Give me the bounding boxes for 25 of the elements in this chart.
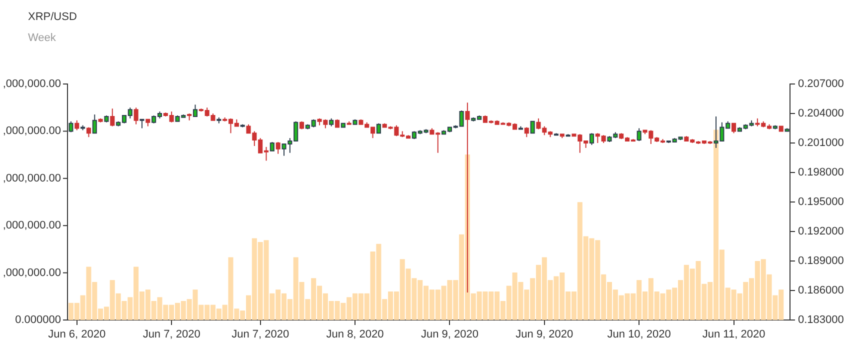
y2-tick-label: 0.186000	[798, 284, 844, 297]
y2-tick-label: 0.204000	[798, 108, 844, 120]
y2-tick-label: 0.207000	[798, 78, 844, 90]
chart-subtitle: Week	[28, 32, 56, 44]
text: ,000,000.00	[2, 172, 61, 184]
x-tick-label: Jun 10, 2020	[607, 328, 671, 341]
x-tick-label: Jun 9, 2020	[420, 328, 478, 341]
y2-tick-label: 0.195000	[798, 196, 844, 208]
text: ,000,000.00	[2, 266, 61, 279]
x-tick-label: Jun 6, 2020	[48, 328, 106, 341]
y2-tick-label: 0.183000	[798, 314, 844, 326]
x-tick-label: Jun 9, 2020	[516, 328, 574, 341]
x-tick-label: Jun 11, 2020	[702, 328, 766, 341]
text: ,000,000.00	[2, 125, 61, 138]
y2-tick-label: 0.198000	[798, 166, 844, 179]
x-tick-label: Jun 7, 2020	[232, 328, 290, 341]
x-tick-label: Jun 7, 2020	[142, 328, 200, 341]
y2-tick-label: 0.192000	[798, 226, 844, 238]
chart-title: XRP/USD	[28, 11, 77, 23]
text: ,000,000.00	[2, 78, 61, 90]
x-tick-label: Jun 8, 2020	[326, 328, 384, 341]
y2-tick-label: 0.201000	[798, 137, 844, 150]
text: ,000,000.00	[2, 220, 61, 232]
text: 0.000000	[15, 314, 61, 326]
y2-tick-label: 0.189000	[798, 255, 844, 268]
